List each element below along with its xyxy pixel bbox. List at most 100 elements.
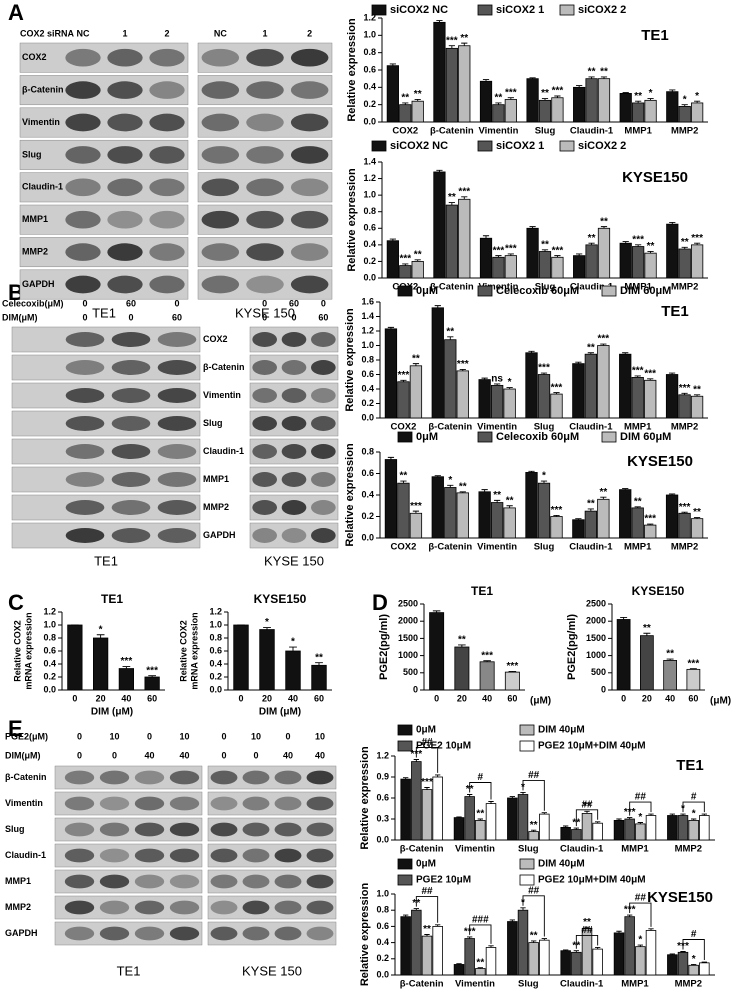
error-bar [541,98,549,101]
x-tick-label: β-Catenin [400,979,444,990]
blot-band [210,796,238,811]
protein-label: COX2 [203,334,228,344]
x-axis-label: DIM (μM) [91,707,133,718]
legend-label: PGE2 10μM [416,875,471,886]
x-tick-label: 40 [665,693,675,703]
error-bar [648,928,654,931]
significance-marker: ** [600,67,608,78]
bar [644,379,657,419]
blot-band [149,81,185,99]
error-bar [531,829,537,832]
bar [411,100,424,123]
significance-marker: ** [414,249,422,260]
error-bar [669,222,676,225]
error-bar [668,493,676,495]
significance-marker: *** [538,363,550,374]
comparison-bracket [415,896,439,923]
error-bar [461,42,468,46]
x-tick-label: Slug [518,979,539,990]
bar [93,637,109,691]
error-bar [529,226,536,229]
blot-row [207,765,337,790]
bar [631,376,644,419]
error-bar [531,940,537,943]
significance-marker: *** [644,514,656,525]
bar [233,624,249,691]
bar [411,909,422,976]
y-tick-label: 0.6 [376,921,389,931]
significance-marker: *** [551,382,563,393]
error-bar [508,670,517,673]
bar [597,227,611,279]
error-bar [400,379,407,382]
x-tick-label: MMP2 [671,542,698,553]
legend-swatch [559,140,575,152]
error-bar [576,253,583,256]
blot-band [281,500,307,515]
significance-marker: *** [552,86,564,97]
error-bar [387,326,395,329]
lane-label: 0 [128,312,133,322]
blot-band [306,926,334,941]
bar [507,797,518,841]
bar [678,248,691,279]
error-bar [520,791,526,795]
legend-swatch [519,740,535,752]
blot-band [306,796,334,811]
error-bar [701,813,707,816]
error-bar [635,244,642,247]
significance-marker: ** [412,353,420,364]
lane-label: 1 [122,28,127,38]
error-bar [402,102,409,105]
bar [665,494,679,539]
y-axis-label: Relative COX2 [12,620,22,682]
cell-line-label: KYSE 150 [235,305,295,320]
legend-swatch [397,740,413,752]
blot-row [19,204,189,235]
panel-label: D [372,590,388,615]
significance-marker: ** [493,490,501,501]
bar [431,307,444,419]
x-tick-label: Claudin-1 [570,282,614,293]
comparison-bracket [575,935,599,949]
bar [585,244,598,279]
blot-band [311,332,336,347]
legend-label: siCOX2 NC [390,4,448,16]
y-tick-label: 0.4 [361,383,374,393]
y-tick-label: 0.0 [209,684,222,694]
blot-band [306,874,334,889]
error-bar [622,488,629,490]
error-bar [461,196,468,200]
blot-band [281,416,307,431]
x-tick-label: 20 [642,693,652,703]
blot-band [111,528,151,543]
comparison-label: ## [635,893,647,904]
significance-marker: *** [598,334,610,345]
x-tick-label: MMP2 [671,126,698,137]
blot-band [65,332,105,347]
x-tick-label: MMP1 [621,979,649,990]
blot-band [274,874,302,889]
legend-label: DIM 40μM [538,859,585,870]
protein-label: GAPDH [5,928,38,938]
legend-label: Celecoxib 60μM [496,431,579,443]
blot-band [201,113,240,132]
blot-band [290,178,329,197]
blot-band [134,796,165,811]
blot-band [157,444,197,459]
bar [464,938,475,976]
bar [584,353,598,419]
legend-label: siCOX2 NC [390,140,448,152]
comparison-label: # [478,772,484,783]
y-tick-label: 0.8 [361,354,374,364]
error-bar [434,305,441,308]
significance-marker: * [448,475,452,486]
blot-band [274,770,302,785]
x-axis-label: DIM (μM) [259,707,301,718]
comparison-label: ## [635,792,647,803]
blot-band [65,275,101,294]
error-bar [459,368,466,371]
error-bar [413,908,419,911]
x-tick-label: MMP1 [624,282,652,293]
